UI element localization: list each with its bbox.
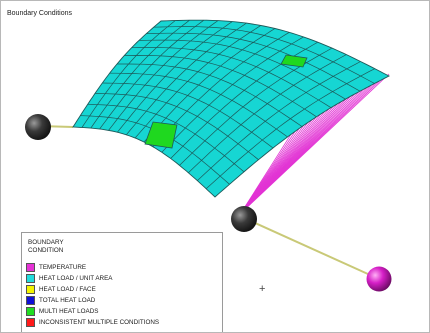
mesh-line — [205, 68, 375, 189]
legend-swatch — [26, 284, 35, 294]
legend-swatch — [26, 306, 35, 316]
legend-item: INCONSISTENT MULTIPLE CONDITIONS — [26, 317, 159, 327]
boundary-node[interactable] — [25, 114, 51, 140]
legend-swatch — [26, 295, 35, 305]
mesh-line — [126, 22, 247, 136]
mesh-line — [81, 20, 176, 128]
multi-heat-patch — [144, 121, 178, 149]
mesh-line — [179, 47, 333, 166]
temperature-node[interactable] — [366, 266, 392, 292]
mesh-line — [90, 19, 190, 129]
crosshair-cursor-icon: + — [259, 283, 266, 295]
temperature-links — [240, 73, 390, 214]
legend-item: TEMPERATURE — [26, 262, 86, 272]
temperature-link — [240, 73, 390, 214]
mesh-line — [143, 28, 276, 143]
mesh-line — [152, 32, 290, 148]
legend-title: BOUNDARY CONDITION — [28, 239, 64, 254]
legend-item: MULTI HEAT LOADS — [26, 306, 98, 316]
legend-swatch — [26, 262, 35, 272]
mesh-line — [117, 21, 233, 133]
legend-item: TOTAL HEAT LOAD — [26, 295, 95, 305]
legend-swatch — [26, 317, 35, 327]
mesh-line — [108, 20, 219, 131]
mesh-line — [197, 61, 361, 181]
mesh-line — [161, 36, 304, 153]
legend: BOUNDARY CONDITION TEMPERATURE HEAT LOAD… — [21, 232, 223, 332]
legend-item: HEAT LOAD / UNIT AREA — [26, 273, 112, 283]
boundary-node[interactable] — [231, 206, 257, 232]
heat-load-surface[interactable] — [72, 19, 390, 198]
mesh-line — [188, 54, 347, 174]
viewport-title: Boundary Conditions — [7, 10, 72, 17]
legend-item: HEAT LOAD / FACE — [26, 284, 96, 294]
mesh-line — [99, 19, 205, 130]
legend-swatch — [26, 273, 35, 283]
mesh-line — [134, 25, 261, 139]
multi-heat-patch — [280, 54, 308, 68]
